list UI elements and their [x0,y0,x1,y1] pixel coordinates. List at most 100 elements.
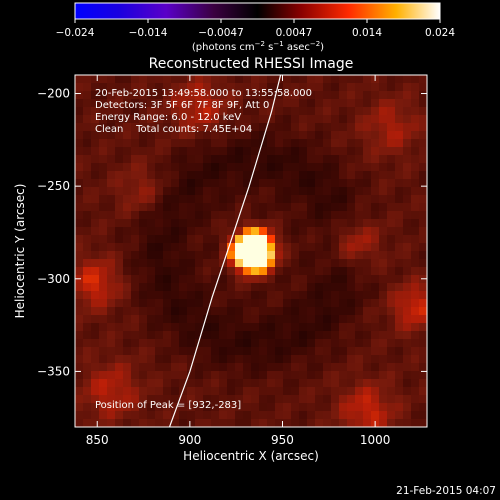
heatmap-cell [315,299,324,308]
heatmap-cell [83,307,92,316]
heatmap-cell [147,211,156,220]
heatmap-cell [363,371,372,380]
heatmap-cell [227,299,236,308]
heatmap-cell [163,251,172,260]
heatmap-cell [331,171,340,180]
heatmap-cell [131,227,140,236]
heatmap-cell [155,147,164,156]
heatmap-cell [339,171,348,180]
heatmap-cell [83,395,92,404]
heatmap-cell [419,219,427,228]
heatmap-cell [187,331,196,340]
heatmap-cell [395,75,404,84]
heatmap-cell [275,251,284,260]
heatmap-cell [299,187,308,196]
heatmap-cell [355,139,364,148]
heatmap-cell [219,307,228,316]
heatmap-cell [315,75,324,84]
heatmap-cell [155,419,164,427]
heatmap-cell [243,139,252,148]
heatmap-cell [115,355,124,364]
heatmap-cell [395,251,404,260]
heatmap-cell [139,387,148,396]
heatmap-cell [395,131,404,140]
heatmap-cell [283,339,292,348]
heatmap-cell [331,387,340,396]
heatmap-cell [131,363,140,372]
heatmap-cell [355,155,364,164]
heatmap-cell [251,387,260,396]
heatmap-cell [331,363,340,372]
heatmap-cell [171,139,180,148]
heatmap-cell [235,179,244,188]
heatmap-cell [227,387,236,396]
heatmap-cell [259,219,268,228]
heatmap-cell [267,307,276,316]
heatmap-cell [323,339,332,348]
heatmap-cell [395,259,404,268]
heatmap-cell [75,395,84,404]
heatmap-cell [299,259,308,268]
heatmap-cell [331,195,340,204]
heatmap-cell [379,139,388,148]
heatmap-cell [243,243,252,252]
heatmap-cell [187,387,196,396]
heatmap-cell [123,283,132,292]
heatmap-cell [83,403,92,412]
heatmap-cell [235,155,244,164]
heatmap-cell [411,75,420,84]
heatmap-cell [155,227,164,236]
heatmap-cell [403,115,412,124]
heatmap-cell [331,147,340,156]
heatmap-cell [147,315,156,324]
heatmap-cell [259,91,268,100]
heatmap-cell [211,355,220,364]
heatmap-cell [147,147,156,156]
heatmap-cell [363,395,372,404]
heatmap-cell [99,267,108,276]
heatmap-cell [339,115,348,124]
heatmap-cell [323,331,332,340]
heatmap-cell [323,411,332,420]
heatmap-cell [411,291,420,300]
heatmap-cell [75,299,84,308]
heatmap-cell [363,379,372,388]
heatmap-cell [203,203,212,212]
heatmap-cell [107,347,116,356]
heatmap-cell [219,251,228,260]
heatmap-cell [187,259,196,268]
heatmap-cell [283,203,292,212]
heatmap-cell [275,171,284,180]
heatmap-cell [291,187,300,196]
heatmap-cell [363,75,372,84]
heatmap-cell [355,323,364,332]
heatmap-cell [331,411,340,420]
heatmap-cell [163,387,172,396]
heatmap-cell [395,163,404,172]
heatmap-cell [411,315,420,324]
heatmap-cell [275,235,284,244]
heatmap-cell [83,331,92,340]
heatmap-cell [387,363,396,372]
heatmap-cell [379,251,388,260]
heatmap-cell [307,179,316,188]
heatmap-cell [371,379,380,388]
heatmap-cell [147,283,156,292]
heatmap-cell [91,283,100,292]
heatmap-cell [195,179,204,188]
heatmap-cell [283,379,292,388]
heatmap-cell [363,91,372,100]
heatmap-cell [155,163,164,172]
heatmap-cell [267,235,276,244]
heatmap-cell [347,259,356,268]
heatmap-cell [203,395,212,404]
heatmap-cell [419,283,427,292]
heatmap-cell [323,195,332,204]
heatmap-cell [315,139,324,148]
heatmap-cell [75,227,84,236]
heatmap-cell [331,139,340,148]
heatmap-cell [195,371,204,380]
heatmap-cell [323,315,332,324]
heatmap-cell [107,187,116,196]
heatmap-cell [155,259,164,268]
